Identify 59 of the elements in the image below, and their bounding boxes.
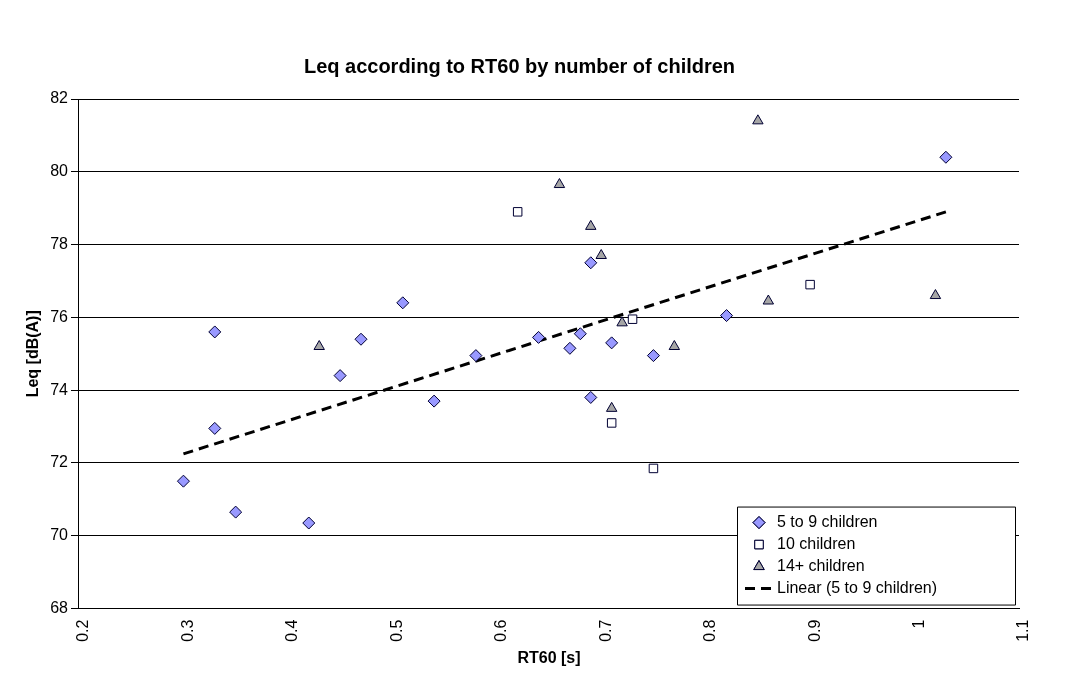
point: [752, 114, 764, 125]
point: [208, 421, 222, 435]
point: [605, 401, 618, 412]
legend-label: 14+ children: [777, 556, 865, 574]
point: [302, 516, 316, 530]
y-tick-label: 72: [50, 453, 69, 471]
point: [563, 341, 577, 355]
point: [176, 474, 190, 488]
point: [720, 309, 734, 323]
y-tick-label: 76: [50, 307, 69, 325]
legend-label: 5 to 9 children: [777, 512, 878, 530]
x-tick-label: 0.7: [596, 619, 614, 642]
y-tick-label: 74: [50, 380, 69, 398]
point: [354, 332, 368, 346]
x-tick-label: 0.9: [805, 619, 823, 642]
chart-title: Leq according to RT60 by number of children: [303, 54, 736, 77]
point: [584, 256, 598, 270]
point: [616, 316, 628, 327]
x-tick-label: 0.3: [178, 619, 196, 642]
point: [553, 178, 566, 189]
point: [762, 294, 775, 305]
point: [606, 418, 617, 428]
point: [627, 314, 638, 324]
x-axis-title: RT60 [s]: [517, 648, 581, 666]
point: [333, 369, 347, 383]
y-tick-label: 78: [50, 234, 69, 252]
point: [939, 150, 953, 164]
point: [929, 289, 942, 300]
point: [396, 296, 410, 310]
y-tick-label: 82: [50, 89, 69, 107]
point: [646, 349, 660, 363]
point: [668, 340, 681, 350]
x-tick-label: 0.5: [387, 619, 405, 642]
point: [805, 279, 815, 290]
point: [605, 336, 619, 350]
y-tick-label: 80: [50, 162, 69, 180]
point: [595, 249, 607, 260]
point: [584, 390, 598, 404]
legend-label: 10 children: [777, 534, 856, 552]
x-tick-label: 0.2: [74, 619, 92, 642]
point: [427, 394, 441, 408]
y-tick-label: 68: [50, 598, 69, 616]
x-tick-label: 0.8: [701, 619, 719, 642]
point: [229, 505, 243, 519]
x-tick-label: 1.1: [1014, 619, 1032, 642]
point: [469, 349, 483, 363]
point: [573, 327, 587, 341]
x-tick-label: 1: [909, 619, 927, 629]
point: [532, 330, 546, 344]
point: [585, 219, 597, 230]
x-tick-label: 0.4: [283, 619, 301, 642]
point: [208, 325, 222, 339]
point: [512, 207, 523, 217]
point: [648, 463, 659, 474]
legend-label: Linear (5 to 9 children): [777, 578, 938, 596]
y-tick-label: 70: [50, 526, 69, 544]
point: [313, 340, 325, 350]
y-axis-title: Leq [dB(A)]: [24, 310, 42, 398]
x-tick-label: 0.6: [492, 619, 510, 642]
